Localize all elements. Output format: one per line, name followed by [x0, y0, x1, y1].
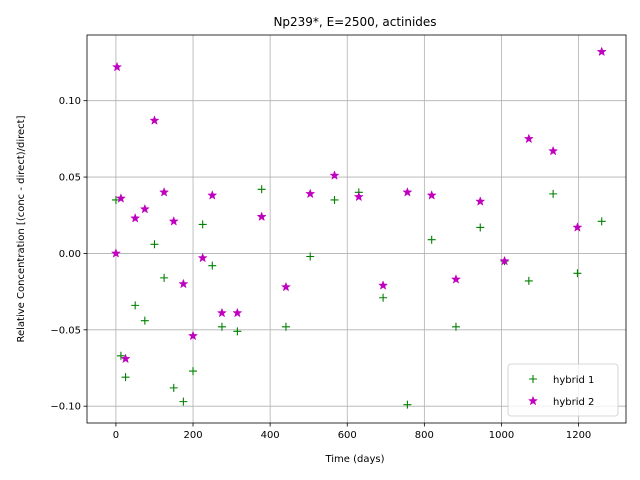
data-point: [130, 212, 141, 223]
data-point: [280, 281, 292, 292]
data-point: [596, 46, 607, 57]
data-point: [207, 190, 218, 200]
data-point: [216, 307, 228, 318]
data-point: [208, 261, 217, 270]
data-point: [187, 330, 199, 341]
data-point: [217, 322, 226, 331]
data-point: [115, 193, 126, 203]
data-point: [427, 235, 436, 244]
y-axis-label: Relative Concentration [(conc - direct)/…: [16, 115, 27, 342]
x-axis: 0 200 400 600 800 1000 1200: [113, 423, 591, 441]
legend: hybrid 1 hybrid 2: [507, 363, 619, 417]
data-point: [378, 280, 389, 290]
data-point: [116, 351, 125, 360]
plot-frame: [86, 34, 627, 424]
data-point: [189, 367, 198, 376]
legend-box: [507, 363, 619, 417]
y-tick-label: 0.00: [59, 249, 81, 260]
data-point: [197, 252, 208, 263]
legend-marker: [527, 395, 539, 406]
data-point: [281, 322, 290, 331]
data-point: [548, 145, 559, 156]
data-point: [139, 203, 150, 214]
x-tick-label: 1200: [566, 430, 591, 441]
legend-label-hybrid-1: hybrid 1: [553, 375, 594, 386]
data-point: [353, 191, 364, 202]
data-point: [159, 187, 170, 197]
data-point: [451, 322, 460, 331]
data-point: [110, 248, 121, 258]
data-point: [426, 190, 437, 200]
data-point: [121, 373, 130, 382]
data-point: [305, 188, 316, 199]
data-point: [160, 273, 169, 282]
x-tick-label: 200: [183, 430, 202, 441]
data-point: [476, 223, 485, 232]
data-point: [573, 269, 582, 278]
legend-label-hybrid-2: hybrid 2: [553, 397, 594, 408]
x-axis-label: Time (days): [324, 454, 384, 465]
data-point: [257, 185, 266, 194]
y-tick-label: −0.10: [50, 402, 81, 413]
data-point: [402, 187, 413, 197]
y-tick-label: 0.05: [59, 173, 81, 184]
x-tick-label: 0: [113, 430, 119, 441]
data-points: [110, 46, 607, 409]
data-point: [450, 274, 462, 284]
data-point: [549, 189, 558, 198]
data-point: [178, 278, 189, 289]
x-tick-label: 600: [338, 430, 357, 441]
grid: [87, 35, 626, 423]
data-point: [179, 397, 188, 406]
legend-marker-hybrid-1: [529, 375, 537, 383]
y-axis: −0.10 −0.05 0.00 0.05 0.10: [50, 96, 87, 413]
data-point: [524, 276, 533, 285]
data-point: [379, 293, 388, 302]
data-point: [475, 196, 486, 206]
data-point: [149, 115, 160, 125]
data-point: [403, 400, 412, 409]
data-point: [169, 383, 178, 392]
data-point: [111, 195, 120, 204]
data-point: [112, 61, 123, 72]
data-point: [256, 211, 267, 222]
data-point: [499, 255, 510, 266]
data-point: [329, 170, 340, 180]
x-tick-label: 400: [261, 430, 280, 441]
chart-title: Np239*, E=2500, actinides: [273, 15, 436, 29]
data-point: [597, 217, 606, 226]
data-point: [131, 301, 140, 310]
data-point: [140, 316, 149, 325]
data-point: [120, 353, 131, 364]
data-point: [572, 222, 583, 232]
data-point: [330, 195, 339, 204]
data-point: [232, 307, 243, 318]
data-point: [306, 252, 315, 261]
legend-marker: [529, 375, 537, 383]
x-tick-label: 800: [415, 430, 434, 441]
data-point: [150, 240, 159, 249]
data-point: [233, 327, 242, 336]
legend-marker-hybrid-2: [527, 395, 539, 406]
x-tick-label: 1000: [489, 430, 514, 441]
series-2: [110, 46, 607, 364]
y-tick-label: −0.05: [50, 325, 81, 336]
data-point: [168, 216, 179, 226]
data-point: [198, 220, 207, 229]
y-tick-label: 0.10: [59, 96, 81, 107]
data-point: [523, 133, 534, 144]
